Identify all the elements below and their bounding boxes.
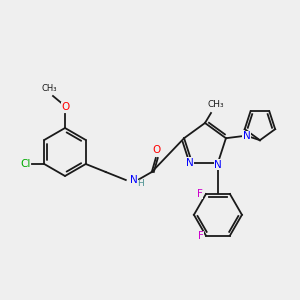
Text: N: N <box>130 175 137 185</box>
Text: N: N <box>243 131 251 141</box>
Text: F: F <box>198 231 204 241</box>
Text: N: N <box>186 158 194 168</box>
Text: N: N <box>214 160 222 170</box>
Text: H: H <box>137 179 143 188</box>
Text: CH₃: CH₃ <box>207 100 224 109</box>
Text: O: O <box>153 145 161 155</box>
Text: F: F <box>197 189 203 199</box>
Text: CH₃: CH₃ <box>41 84 57 93</box>
Text: Cl: Cl <box>21 159 31 169</box>
Text: O: O <box>61 102 69 112</box>
